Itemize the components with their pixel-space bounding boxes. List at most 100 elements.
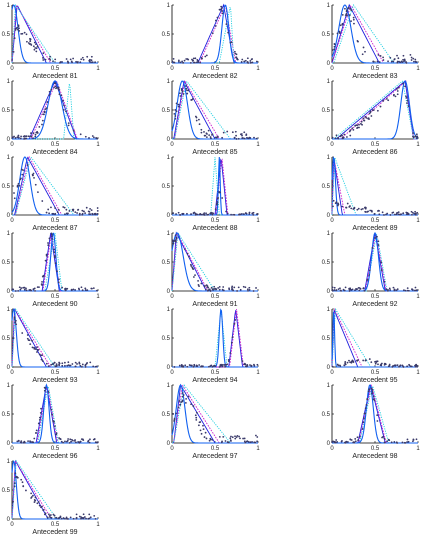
antecedent-panel: 00 0.5 0.5 1 1 Antecedent 93 bbox=[2, 307, 101, 384]
scatter-point bbox=[358, 289, 361, 292]
scatter-point bbox=[372, 395, 375, 398]
scatter-point bbox=[243, 362, 246, 365]
scatter-point bbox=[189, 61, 192, 64]
scatter-point bbox=[177, 60, 180, 63]
scatter-point bbox=[229, 439, 232, 442]
scatter-point bbox=[386, 440, 389, 443]
scatter-point bbox=[175, 110, 178, 113]
scatter-point bbox=[174, 234, 177, 237]
y-tick-label: 0.5 bbox=[322, 336, 331, 342]
scatter-point bbox=[185, 397, 188, 400]
scatter-point bbox=[194, 414, 197, 417]
antecedent-panel: 00 0.5 0.5 1 1 Antecedent 98 bbox=[322, 383, 421, 460]
scatter-point bbox=[208, 134, 211, 137]
scatter-point bbox=[54, 425, 56, 428]
scatter-point bbox=[255, 60, 258, 63]
scatter-point bbox=[233, 286, 236, 289]
x-tick-label: 0 bbox=[170, 218, 174, 224]
scatter-point bbox=[186, 365, 189, 368]
scatter-point bbox=[211, 133, 213, 136]
scatter-point bbox=[71, 363, 74, 365]
y-tick-label: 0.5 bbox=[162, 260, 171, 266]
scatter-point bbox=[236, 434, 239, 437]
scatter-point bbox=[345, 206, 347, 209]
scatter-point bbox=[393, 441, 396, 443]
scatter-point bbox=[44, 259, 47, 262]
series-line bbox=[12, 155, 98, 216]
antecedent-panel: 00 0.5 0.5 1 1 Antecedent 92 bbox=[322, 231, 421, 308]
scatter-point bbox=[89, 213, 91, 216]
y-tick-label: 0 bbox=[7, 365, 11, 371]
scatter-point bbox=[247, 289, 249, 292]
scatter-point bbox=[58, 362, 61, 365]
scatter-point bbox=[90, 55, 93, 58]
scatter-point bbox=[20, 135, 22, 138]
scatter-point bbox=[79, 133, 82, 136]
scatter-point bbox=[331, 136, 334, 139]
scatter-point bbox=[333, 289, 336, 291]
scatter-point bbox=[181, 90, 184, 93]
scatter-point bbox=[349, 361, 352, 364]
series-line bbox=[11, 308, 98, 368]
scatter-point bbox=[84, 135, 87, 138]
scatter-point bbox=[235, 134, 237, 137]
scatter-point bbox=[35, 432, 37, 434]
scatter-point bbox=[401, 441, 404, 444]
scatter-point bbox=[233, 137, 236, 139]
scatter-point bbox=[59, 437, 61, 440]
series-line bbox=[172, 156, 258, 216]
x-tick-label: 0.5 bbox=[371, 66, 380, 72]
scatter-point bbox=[352, 18, 355, 21]
scatter-point bbox=[226, 363, 229, 366]
scatter-point bbox=[46, 101, 49, 104]
scatter-point bbox=[333, 286, 336, 289]
scatter-point bbox=[173, 61, 176, 64]
scatter-point bbox=[198, 123, 201, 126]
scatter-point bbox=[57, 86, 60, 89]
scatter-point bbox=[396, 93, 399, 96]
y-tick-label: 1 bbox=[167, 3, 171, 9]
scatter-point bbox=[371, 109, 374, 111]
scatter-point bbox=[56, 211, 59, 214]
scatter-point bbox=[175, 236, 178, 239]
scatter-point bbox=[16, 26, 18, 29]
scatter-point bbox=[89, 361, 92, 364]
scatter-point bbox=[195, 365, 198, 367]
scatter-point bbox=[412, 132, 415, 135]
scatter-point bbox=[64, 517, 66, 520]
scatter-point bbox=[20, 478, 23, 481]
scatter-point bbox=[84, 363, 87, 366]
scatter-point bbox=[17, 24, 20, 27]
scatter-point bbox=[192, 57, 195, 60]
scatter-point bbox=[411, 213, 413, 216]
scatter-point bbox=[15, 323, 18, 326]
scatter-point bbox=[352, 128, 355, 131]
scatter-point bbox=[214, 19, 217, 22]
antecedent-panel: 00 0.5 0.5 1 1 Antecedent 94 bbox=[162, 307, 261, 384]
scatter-point bbox=[244, 286, 247, 289]
scatter-point bbox=[53, 86, 55, 89]
scatter-point bbox=[227, 31, 230, 34]
scatter-point bbox=[33, 41, 36, 44]
scatter-point bbox=[69, 438, 72, 441]
scatter-point bbox=[415, 61, 418, 64]
series-line bbox=[172, 158, 258, 216]
scatter-point bbox=[255, 287, 257, 289]
scatter-point bbox=[370, 361, 373, 364]
scatter-point bbox=[80, 58, 83, 61]
x-tick-label: 1 bbox=[96, 66, 100, 72]
scatter-point bbox=[233, 50, 236, 53]
scatter-point bbox=[377, 210, 379, 212]
scatter-point bbox=[66, 287, 69, 290]
scatter-point bbox=[219, 364, 222, 367]
scatter-point bbox=[200, 282, 203, 285]
scatter-point bbox=[380, 261, 383, 264]
scatter-point bbox=[186, 212, 188, 215]
scatter-point bbox=[20, 287, 23, 290]
scatter-point bbox=[332, 199, 335, 202]
x-tick-label: 0.5 bbox=[211, 66, 220, 72]
scatter-point bbox=[248, 211, 251, 214]
scatter-point bbox=[69, 58, 72, 61]
panel-title: Antecedent 84 bbox=[32, 149, 77, 156]
scatter-point bbox=[405, 96, 408, 99]
